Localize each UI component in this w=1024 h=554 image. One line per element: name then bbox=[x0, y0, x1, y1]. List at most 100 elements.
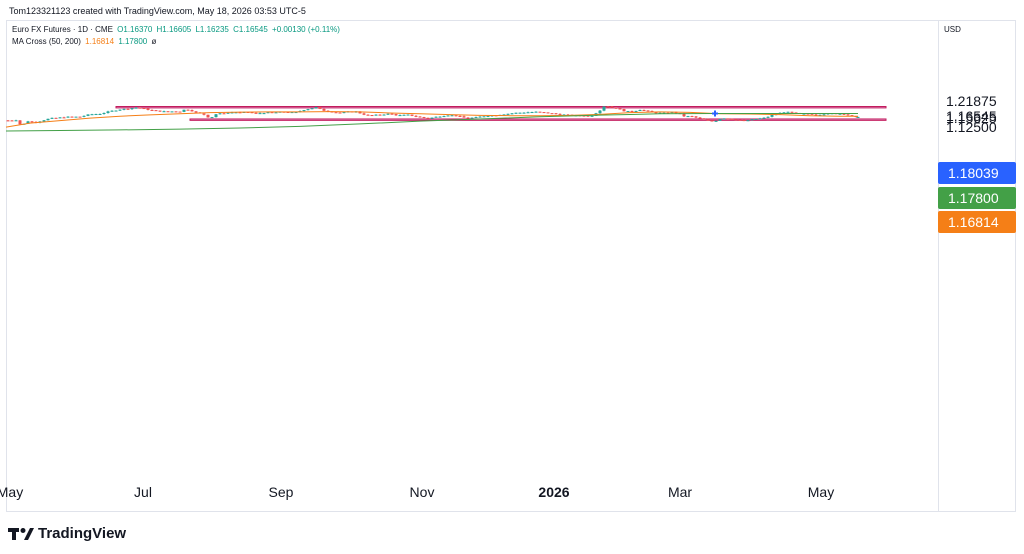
candle-body bbox=[422, 117, 426, 119]
candle-body bbox=[274, 112, 278, 114]
candle-body bbox=[106, 111, 110, 113]
candle-body bbox=[214, 114, 218, 118]
candle-body bbox=[626, 111, 630, 113]
candle-body bbox=[686, 116, 690, 118]
legend-low: L1.16235 bbox=[195, 25, 229, 34]
candle-body bbox=[702, 118, 706, 120]
candle-body bbox=[286, 112, 290, 114]
candle-body bbox=[598, 110, 602, 114]
candle-body bbox=[366, 114, 370, 116]
candle-body bbox=[470, 117, 474, 119]
candle-body bbox=[302, 110, 306, 112]
candle-body bbox=[254, 112, 258, 114]
candle-body bbox=[770, 114, 774, 117]
candle-body bbox=[26, 121, 30, 124]
candle-body bbox=[386, 113, 390, 115]
candle-body bbox=[310, 108, 314, 110]
candle-body bbox=[202, 113, 206, 115]
chart-frame bbox=[6, 20, 1016, 512]
candle-body bbox=[546, 112, 550, 114]
candle-body bbox=[374, 114, 378, 116]
time-tick-label: Jul bbox=[134, 484, 152, 500]
indicator-legend[interactable]: MA Cross (50, 200) 1.16814 1.17800 ø bbox=[12, 37, 158, 46]
candle-body bbox=[622, 109, 626, 112]
candle-body bbox=[234, 112, 238, 114]
candle-body bbox=[442, 116, 446, 118]
symbol-legend[interactable]: Euro FX Futures · 1D · CME O1.16370 H1.1… bbox=[12, 25, 342, 34]
candle-body bbox=[742, 120, 746, 122]
candle-body bbox=[338, 112, 342, 114]
candle-body bbox=[586, 115, 590, 117]
candle-body bbox=[462, 116, 466, 118]
candle-body bbox=[630, 111, 634, 113]
candle-body bbox=[18, 120, 22, 125]
candle-body bbox=[694, 116, 698, 118]
candle-body bbox=[90, 114, 94, 116]
candle-body bbox=[418, 116, 422, 118]
candle-body bbox=[82, 115, 86, 117]
candle-body bbox=[710, 120, 714, 122]
candle-body bbox=[226, 112, 230, 114]
candle-body bbox=[94, 114, 98, 116]
candle-body bbox=[722, 118, 726, 120]
candle-body bbox=[838, 113, 842, 115]
candle-body bbox=[238, 112, 242, 114]
candle-body bbox=[522, 112, 526, 114]
candle-body bbox=[654, 112, 658, 114]
candle-body bbox=[738, 119, 742, 121]
candle-body bbox=[222, 113, 226, 115]
time-tick-label: Sep bbox=[268, 484, 294, 500]
candle-body bbox=[78, 116, 82, 118]
candle-body bbox=[486, 116, 490, 118]
candle-body bbox=[50, 117, 54, 119]
candle-body bbox=[262, 113, 266, 115]
candle-body bbox=[430, 117, 434, 119]
candle-body bbox=[482, 116, 486, 118]
candle-body bbox=[426, 117, 430, 119]
candle-body bbox=[146, 108, 150, 110]
candle-body bbox=[474, 117, 478, 119]
candle-body bbox=[186, 109, 190, 111]
zones-layer bbox=[115, 106, 887, 121]
candle-body bbox=[158, 110, 162, 112]
chart-header: Tom123321123 created with TradingView.co… bbox=[9, 6, 306, 16]
candle-body bbox=[370, 115, 374, 117]
candle-body bbox=[822, 114, 826, 116]
candle-body bbox=[250, 112, 254, 114]
candle-body bbox=[434, 116, 438, 118]
price-tick-label: 1.16545 bbox=[946, 107, 997, 124]
candle-body bbox=[290, 112, 294, 114]
candle-body bbox=[126, 108, 130, 110]
candle-body bbox=[394, 114, 398, 116]
tradingview-branding[interactable]: TradingView bbox=[8, 525, 126, 542]
candle-body bbox=[766, 116, 770, 118]
legend-ma-label: MA Cross (50, 200) bbox=[12, 37, 81, 46]
candle-body bbox=[322, 108, 326, 111]
candle-body bbox=[506, 113, 510, 115]
candle-body bbox=[206, 114, 210, 118]
price-tick-label: 1.15625 bbox=[946, 110, 997, 127]
candle-body bbox=[762, 117, 766, 119]
candle-body bbox=[746, 120, 750, 122]
currency-label[interactable]: USD bbox=[944, 25, 961, 34]
candle-body bbox=[334, 112, 338, 114]
legend-ma-slow: 1.17800 bbox=[118, 37, 148, 46]
zone-resistance bbox=[115, 106, 887, 109]
candle-body bbox=[690, 116, 694, 118]
candle-body bbox=[414, 115, 418, 117]
candle-body bbox=[542, 112, 546, 114]
candle-body bbox=[466, 117, 470, 119]
candle-body bbox=[138, 107, 142, 109]
candle-body bbox=[182, 109, 186, 112]
candle-body bbox=[718, 119, 722, 121]
candle-body bbox=[130, 108, 134, 110]
candle-body bbox=[162, 111, 166, 113]
candle-body bbox=[558, 113, 562, 115]
price-axis[interactable] bbox=[938, 20, 1016, 512]
candle-body bbox=[538, 111, 542, 113]
tradingview-logo-icon bbox=[8, 527, 34, 540]
candle-body bbox=[358, 111, 362, 114]
candle-body bbox=[378, 114, 382, 116]
candle-body bbox=[118, 109, 122, 111]
